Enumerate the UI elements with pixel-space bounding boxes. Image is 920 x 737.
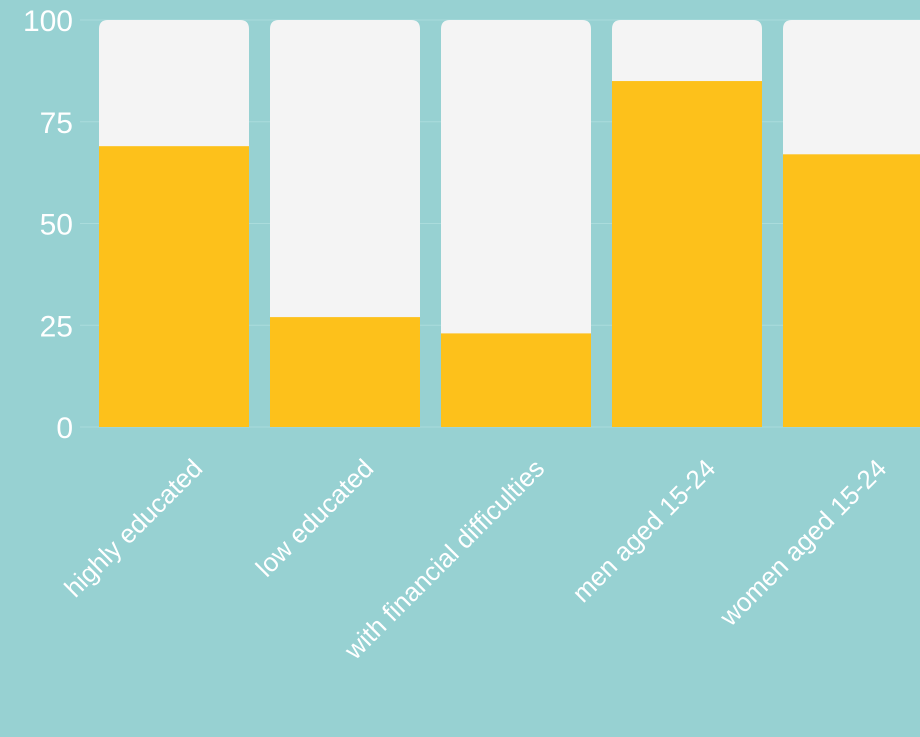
x-tick-label: women aged 15-24	[713, 453, 892, 632]
bar-value	[612, 81, 762, 428]
bar-value	[783, 154, 920, 427]
bar-remainder	[441, 20, 591, 427]
y-tick-label: 0	[56, 412, 73, 445]
x-tick-label: highly educated	[58, 453, 208, 603]
bar-value	[270, 317, 420, 427]
y-tick-label: 75	[40, 107, 73, 140]
bar-value	[441, 333, 591, 427]
x-tick-label: men aged 15-24	[566, 453, 721, 608]
x-tick-label: low educated	[250, 453, 380, 583]
x-tick-label: with financial difficulties	[338, 453, 551, 666]
y-tick-label: 100	[23, 5, 73, 38]
bars	[99, 20, 920, 428]
y-tick-label: 25	[40, 310, 73, 343]
y-tick-label: 50	[40, 209, 73, 242]
bar-value	[99, 146, 249, 428]
y-axis-ticks: 0 25 50 75 100	[23, 5, 73, 445]
